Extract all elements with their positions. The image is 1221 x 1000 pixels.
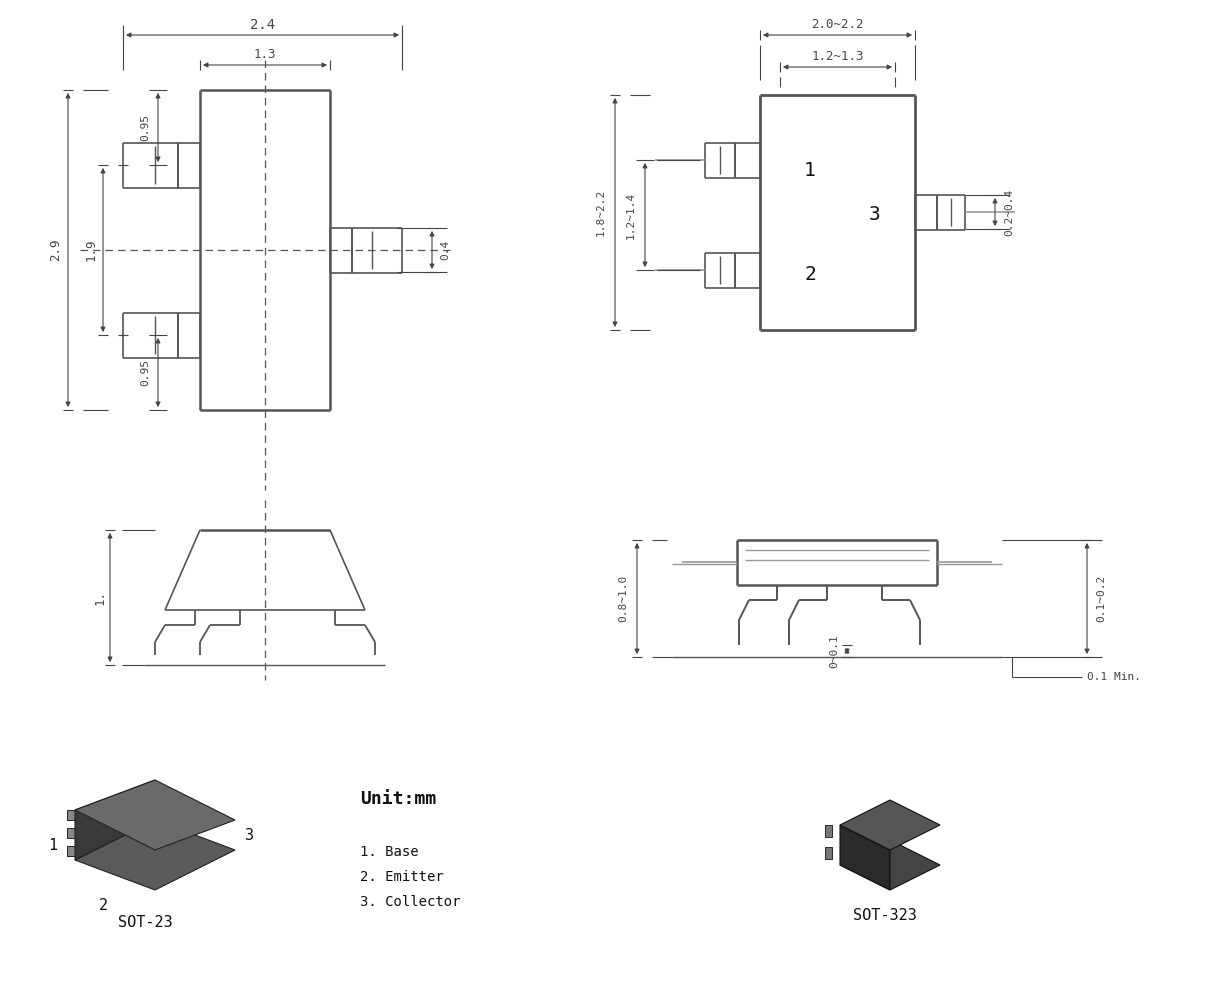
Text: Unit:mm: Unit:mm	[360, 790, 436, 808]
Text: 1.: 1.	[94, 590, 106, 605]
Polygon shape	[840, 840, 940, 890]
Text: 0.1 Min.: 0.1 Min.	[1087, 672, 1140, 682]
Text: SOT-23: SOT-23	[117, 915, 172, 930]
Text: 3. Collector: 3. Collector	[360, 895, 460, 909]
Text: 2: 2	[99, 898, 107, 913]
Text: 0.95: 0.95	[140, 114, 150, 141]
Text: 2.4: 2.4	[250, 18, 275, 32]
Text: 2.9: 2.9	[50, 239, 62, 261]
Text: 1.3: 1.3	[254, 48, 276, 62]
Text: 2: 2	[805, 265, 816, 284]
Polygon shape	[840, 825, 890, 890]
Text: 0.95: 0.95	[140, 359, 150, 386]
Bar	[825, 825, 832, 837]
Text: 1: 1	[48, 838, 57, 852]
Text: 3: 3	[245, 828, 254, 842]
Bar	[67, 828, 74, 838]
Text: 0.8~1.0: 0.8~1.0	[618, 575, 628, 622]
Polygon shape	[74, 820, 234, 890]
Polygon shape	[840, 800, 940, 850]
Bar	[67, 846, 74, 856]
Text: SOT-323: SOT-323	[853, 908, 917, 923]
Text: 2.0~2.2: 2.0~2.2	[811, 17, 863, 30]
Text: 0.4: 0.4	[440, 240, 451, 260]
Text: 0.2~0.4: 0.2~0.4	[1004, 188, 1013, 236]
Polygon shape	[74, 780, 234, 850]
Text: 0~0.1: 0~0.1	[829, 634, 839, 668]
Text: 3: 3	[869, 206, 880, 225]
Text: 0.1~0.2: 0.1~0.2	[1096, 575, 1106, 622]
Text: 1. Base: 1. Base	[360, 845, 419, 859]
Text: 1.8~2.2: 1.8~2.2	[596, 189, 606, 236]
Text: 1.9: 1.9	[84, 239, 98, 261]
Polygon shape	[74, 780, 155, 860]
Text: 1: 1	[805, 160, 816, 180]
Text: 1.2~1.3: 1.2~1.3	[811, 50, 863, 64]
Bar	[825, 847, 832, 859]
Text: 2. Emitter: 2. Emitter	[360, 870, 443, 884]
Bar	[67, 810, 74, 820]
Text: 1.2~1.4: 1.2~1.4	[626, 191, 636, 239]
